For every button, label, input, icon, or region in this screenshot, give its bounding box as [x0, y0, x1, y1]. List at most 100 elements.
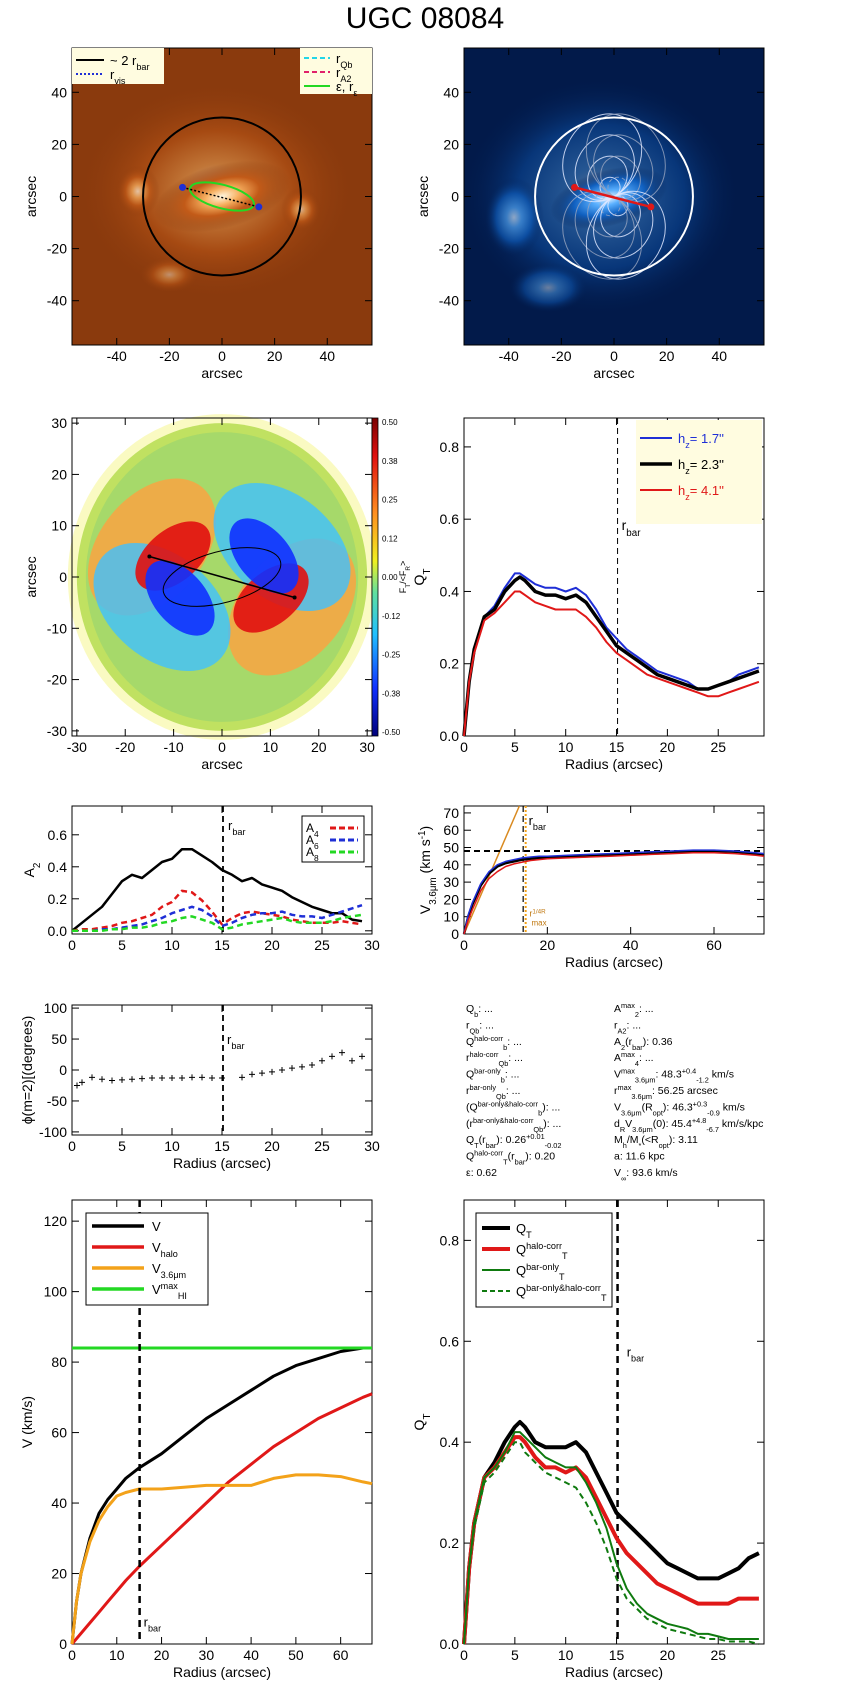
y-tick-label: 0.2 [440, 1535, 460, 1551]
y-tick-label: 0.0 [440, 728, 460, 744]
rbar-label: rbar [627, 1344, 645, 1363]
phase-point [199, 1074, 205, 1081]
right-stat-row: Amax2: ... [614, 1001, 654, 1019]
ratio-map-panel: -30 -20 -10 0 10 20 30 -30 -20 -10 0 10 20 30 arcsec ar… [23, 414, 412, 772]
y-axis-label: arcsec [23, 556, 39, 597]
y-tick-label: 120 [44, 1213, 68, 1229]
x-axis-label: Radius (arcsec) [565, 1664, 663, 1680]
phase-point [74, 1082, 80, 1089]
plot-frame [463, 1199, 765, 1645]
x-tick-label: 20 [660, 1647, 676, 1663]
rbar-label: rbar [529, 813, 547, 832]
phase-point [169, 1075, 175, 1082]
colorbar-tick-label: -0.25 [382, 651, 401, 660]
legend-label: hz= 4.1'' [678, 483, 724, 502]
stats-block: Qb: ...rQb: ...Qhalo-corrb: ...rhalo-cor… [466, 1001, 763, 1183]
y-tick-label: 0 [59, 1636, 67, 1652]
x-axis-label: Radius (arcsec) [173, 1155, 271, 1171]
x-tick-label: 20 [659, 348, 675, 364]
force-contour [587, 193, 628, 238]
legend-label: VmaxHI [152, 1281, 187, 1301]
quarter-rmax-sublabel: max [532, 918, 547, 927]
y-tick-label: 100 [44, 1284, 68, 1300]
x-tick-label: 5 [118, 1138, 126, 1154]
colorbar-tick-label: 0.00 [382, 573, 398, 582]
y-tick-label: 80 [51, 1354, 67, 1370]
x-tick-label: 0 [218, 739, 226, 755]
bar-axis-line [574, 186, 652, 209]
legend-label: V [152, 1219, 161, 1234]
right-stat-row: Vmax3.6μm: 48.3+0.4-1.2 km/s [614, 1066, 734, 1084]
right-stat-row: dRV3.6μm(0): 45.4+4.8-6.7 km/s/kpc [614, 1115, 763, 1133]
right-stat-row: rA2: ... [614, 1019, 641, 1035]
x-tick-label: 15 [609, 1647, 625, 1663]
x-tick-label: 30 [199, 1647, 215, 1663]
bar-end-dot [571, 183, 579, 191]
y-tick-label: 20 [443, 891, 459, 907]
phase-point [119, 1076, 125, 1083]
legend-label: A4 [306, 821, 319, 839]
colorbar-label: FT/<FR> [398, 561, 412, 593]
y-tick-label: 0.4 [440, 1434, 460, 1450]
legend-label: Vhalo [152, 1240, 178, 1259]
x-tick-label: 15 [214, 1138, 230, 1154]
x-tick-label: 0 [460, 739, 468, 755]
phase-point [279, 1067, 285, 1073]
rbar-label: rbar [144, 1614, 162, 1633]
x-tick-label: -20 [115, 739, 135, 755]
phase-point [139, 1075, 145, 1082]
legend-label: rQb [336, 51, 352, 70]
rbar-label: rbar [228, 818, 246, 837]
y-tick-label: 20 [51, 136, 67, 152]
force-contour [593, 192, 654, 259]
left-stat-row: rbar-onlyQb: ... [466, 1083, 520, 1101]
force-contour [574, 134, 635, 201]
bar-end-dot [255, 203, 263, 211]
bar-end-dot [647, 203, 655, 211]
colorbar-tick-label: -0.12 [382, 612, 401, 621]
x-tick-label: 30 [364, 1138, 380, 1154]
colorbar-tick-label: -0.50 [382, 728, 401, 737]
legend-label: Qbar-onlyT [516, 1262, 565, 1282]
y-tick-label: 40 [51, 1495, 67, 1511]
phase-point [299, 1063, 305, 1070]
y-tick-label: 0 [59, 189, 67, 205]
x-tick-label: 0 [68, 1138, 76, 1154]
arm-glow-right [280, 187, 321, 232]
x-tick-label: 10 [164, 1138, 180, 1154]
phase-point [209, 1075, 215, 1082]
phase-point [79, 1079, 85, 1086]
left-stat-row: rQb: ... [466, 1019, 494, 1035]
y-tick-label: 20 [443, 136, 459, 152]
phase-point [339, 1049, 345, 1056]
legend-label: hz= 2.3'' [678, 457, 724, 476]
legend-label: ε, rε [336, 79, 357, 98]
phase-point [259, 1070, 265, 1077]
phase-panel: 0 5 10 15 20 25 30 -100 -50 0 50 100 Radius (arcsec)… [19, 1000, 380, 1171]
y-tick-label: -50 [47, 1093, 67, 1109]
legend-label: rvis [110, 67, 126, 86]
x-axis-label: Radius (arcsec) [565, 954, 663, 970]
x-tick-label: 0 [218, 348, 226, 364]
x-axis-label: arcsec [201, 365, 242, 381]
x-tick-label: 0 [68, 1647, 76, 1663]
qt-correction-line [463, 1431, 759, 1645]
y-tick-label: -100 [39, 1124, 67, 1140]
clump-glow [508, 262, 589, 313]
x-tick-label: -20 [159, 348, 179, 364]
y-axis-label: A2 [21, 863, 43, 878]
rotation-series-line [70, 1473, 373, 1645]
phase-point [239, 1074, 245, 1081]
x-tick-label: 40 [623, 937, 639, 953]
x-tick-label: -20 [551, 348, 571, 364]
x-axis-label: Radius (arcsec) [173, 1664, 271, 1680]
qt-correction-line [462, 1420, 760, 1645]
phase-point [99, 1076, 105, 1083]
phase-point [289, 1065, 295, 1072]
phase-point [269, 1068, 275, 1075]
bar-end-dot [292, 595, 297, 600]
rotation-series-line [70, 1392, 373, 1645]
two-rbar-circle [534, 116, 694, 277]
y-tick-label: -20 [47, 672, 67, 688]
force-contour [593, 134, 654, 201]
